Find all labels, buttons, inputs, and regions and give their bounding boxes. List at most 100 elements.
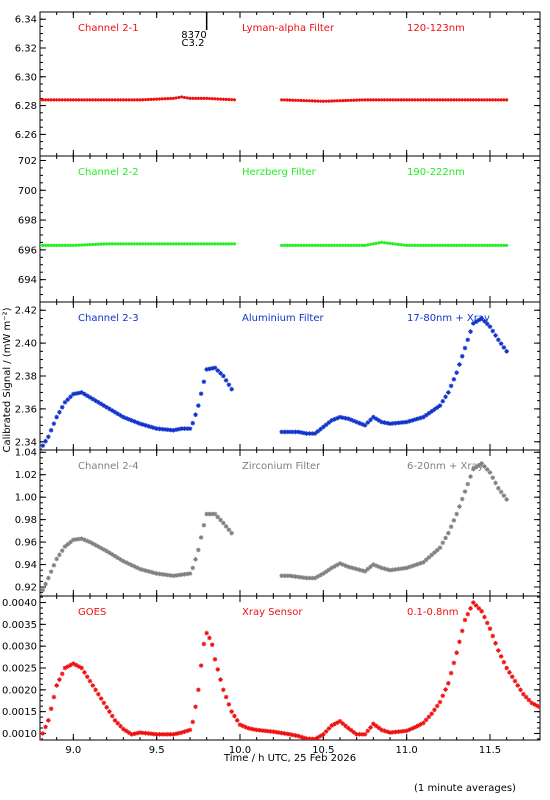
data-point xyxy=(504,665,509,671)
y-tick-label: 0.96 xyxy=(15,538,37,549)
data-point xyxy=(310,243,314,247)
data-point xyxy=(91,98,95,102)
data-point xyxy=(473,319,479,325)
data-point xyxy=(415,561,421,567)
y-tick-label: 0.0010 xyxy=(2,729,37,740)
data-point xyxy=(129,562,134,568)
data-point xyxy=(440,398,446,404)
data-point xyxy=(307,243,312,247)
data-point xyxy=(76,390,82,396)
data-point xyxy=(421,414,426,420)
y-tick-label: 0.0030 xyxy=(2,642,37,653)
data-point xyxy=(123,560,129,565)
data-point xyxy=(290,429,296,435)
channel-2-4-panel: 0.92 0.94 0.96 0.98 1.00 1.02 1.04 Channel 2-4 Z… xyxy=(15,448,541,597)
data-point xyxy=(51,563,57,568)
data-point xyxy=(90,541,96,546)
data-point xyxy=(313,243,317,247)
data-point xyxy=(443,98,448,102)
data-point xyxy=(155,97,159,101)
y-tick-label: 702 xyxy=(18,156,37,167)
data-point xyxy=(534,703,540,709)
data-point xyxy=(224,242,228,246)
data-point xyxy=(48,706,54,712)
data-point xyxy=(504,349,509,354)
data-point xyxy=(257,727,262,733)
data-point xyxy=(168,242,173,246)
data-point xyxy=(468,98,473,102)
data-point xyxy=(460,243,464,247)
averaging-note: (1 minute averages) xyxy=(414,783,516,794)
data-point xyxy=(413,98,417,102)
data-point xyxy=(140,567,146,573)
channel-2-3-label-2: Aluminium Filter xyxy=(242,313,325,324)
data-point xyxy=(96,400,101,405)
data-point xyxy=(282,429,287,435)
data-point xyxy=(179,426,184,431)
data-point xyxy=(98,545,104,551)
data-point xyxy=(307,99,312,103)
data-point xyxy=(55,243,59,247)
data-point xyxy=(405,98,409,102)
data-point xyxy=(234,718,240,723)
data-point xyxy=(262,728,268,734)
data-point xyxy=(359,421,365,427)
data-point xyxy=(441,98,445,102)
x-tick-label: 11.0 xyxy=(396,745,418,756)
channel-2-1-label-2: Lyman-alpha Filter xyxy=(242,23,335,34)
data-point xyxy=(163,242,167,246)
data-point xyxy=(171,96,175,100)
data-point xyxy=(151,570,157,576)
channel-2-2-panel: 694 696 698 700 702 Channel 2-2 Herzberg Filte… xyxy=(18,155,541,303)
data-point xyxy=(230,98,234,102)
data-point xyxy=(401,565,407,571)
data-point xyxy=(354,732,359,737)
data-point xyxy=(337,718,343,724)
data-point xyxy=(346,725,351,731)
data-point xyxy=(393,98,398,102)
data-point xyxy=(432,550,437,555)
data-point xyxy=(402,243,406,247)
data-point xyxy=(487,470,493,475)
data-point xyxy=(232,242,237,246)
data-point xyxy=(434,703,440,709)
data-point xyxy=(318,733,323,739)
data-point xyxy=(502,98,506,102)
data-point xyxy=(71,98,75,102)
data-point xyxy=(210,242,214,246)
data-point xyxy=(434,547,440,553)
data-point xyxy=(329,418,334,423)
data-point xyxy=(109,552,115,557)
data-point xyxy=(49,98,53,102)
data-point xyxy=(84,393,90,399)
data-point xyxy=(176,426,182,432)
data-point xyxy=(457,243,462,247)
data-point xyxy=(363,98,367,102)
data-point xyxy=(177,242,181,246)
data-point xyxy=(430,243,434,247)
data-point xyxy=(441,243,445,247)
data-point xyxy=(43,243,48,247)
data-point xyxy=(457,639,462,645)
data-point xyxy=(382,566,387,571)
data-point xyxy=(148,424,154,430)
y-tick-label: 2.38 xyxy=(15,372,37,383)
data-point xyxy=(109,408,115,413)
data-point xyxy=(280,98,284,102)
data-point xyxy=(324,99,328,103)
data-point xyxy=(41,243,45,247)
data-point xyxy=(213,97,217,101)
data-point xyxy=(99,98,103,102)
data-point xyxy=(68,662,73,668)
x-tick-label: 10.5 xyxy=(312,745,334,756)
x-axis-title: Time / h UTC, 25 Feb 2026 xyxy=(223,753,356,764)
data-point xyxy=(287,732,293,737)
data-point xyxy=(87,395,93,400)
data-point xyxy=(268,729,273,734)
data-point xyxy=(76,664,82,669)
channel-2-4-label-3: 6-20nm + Xray xyxy=(407,461,484,472)
data-point xyxy=(57,98,62,102)
data-point xyxy=(468,474,473,479)
data-point xyxy=(184,426,190,431)
